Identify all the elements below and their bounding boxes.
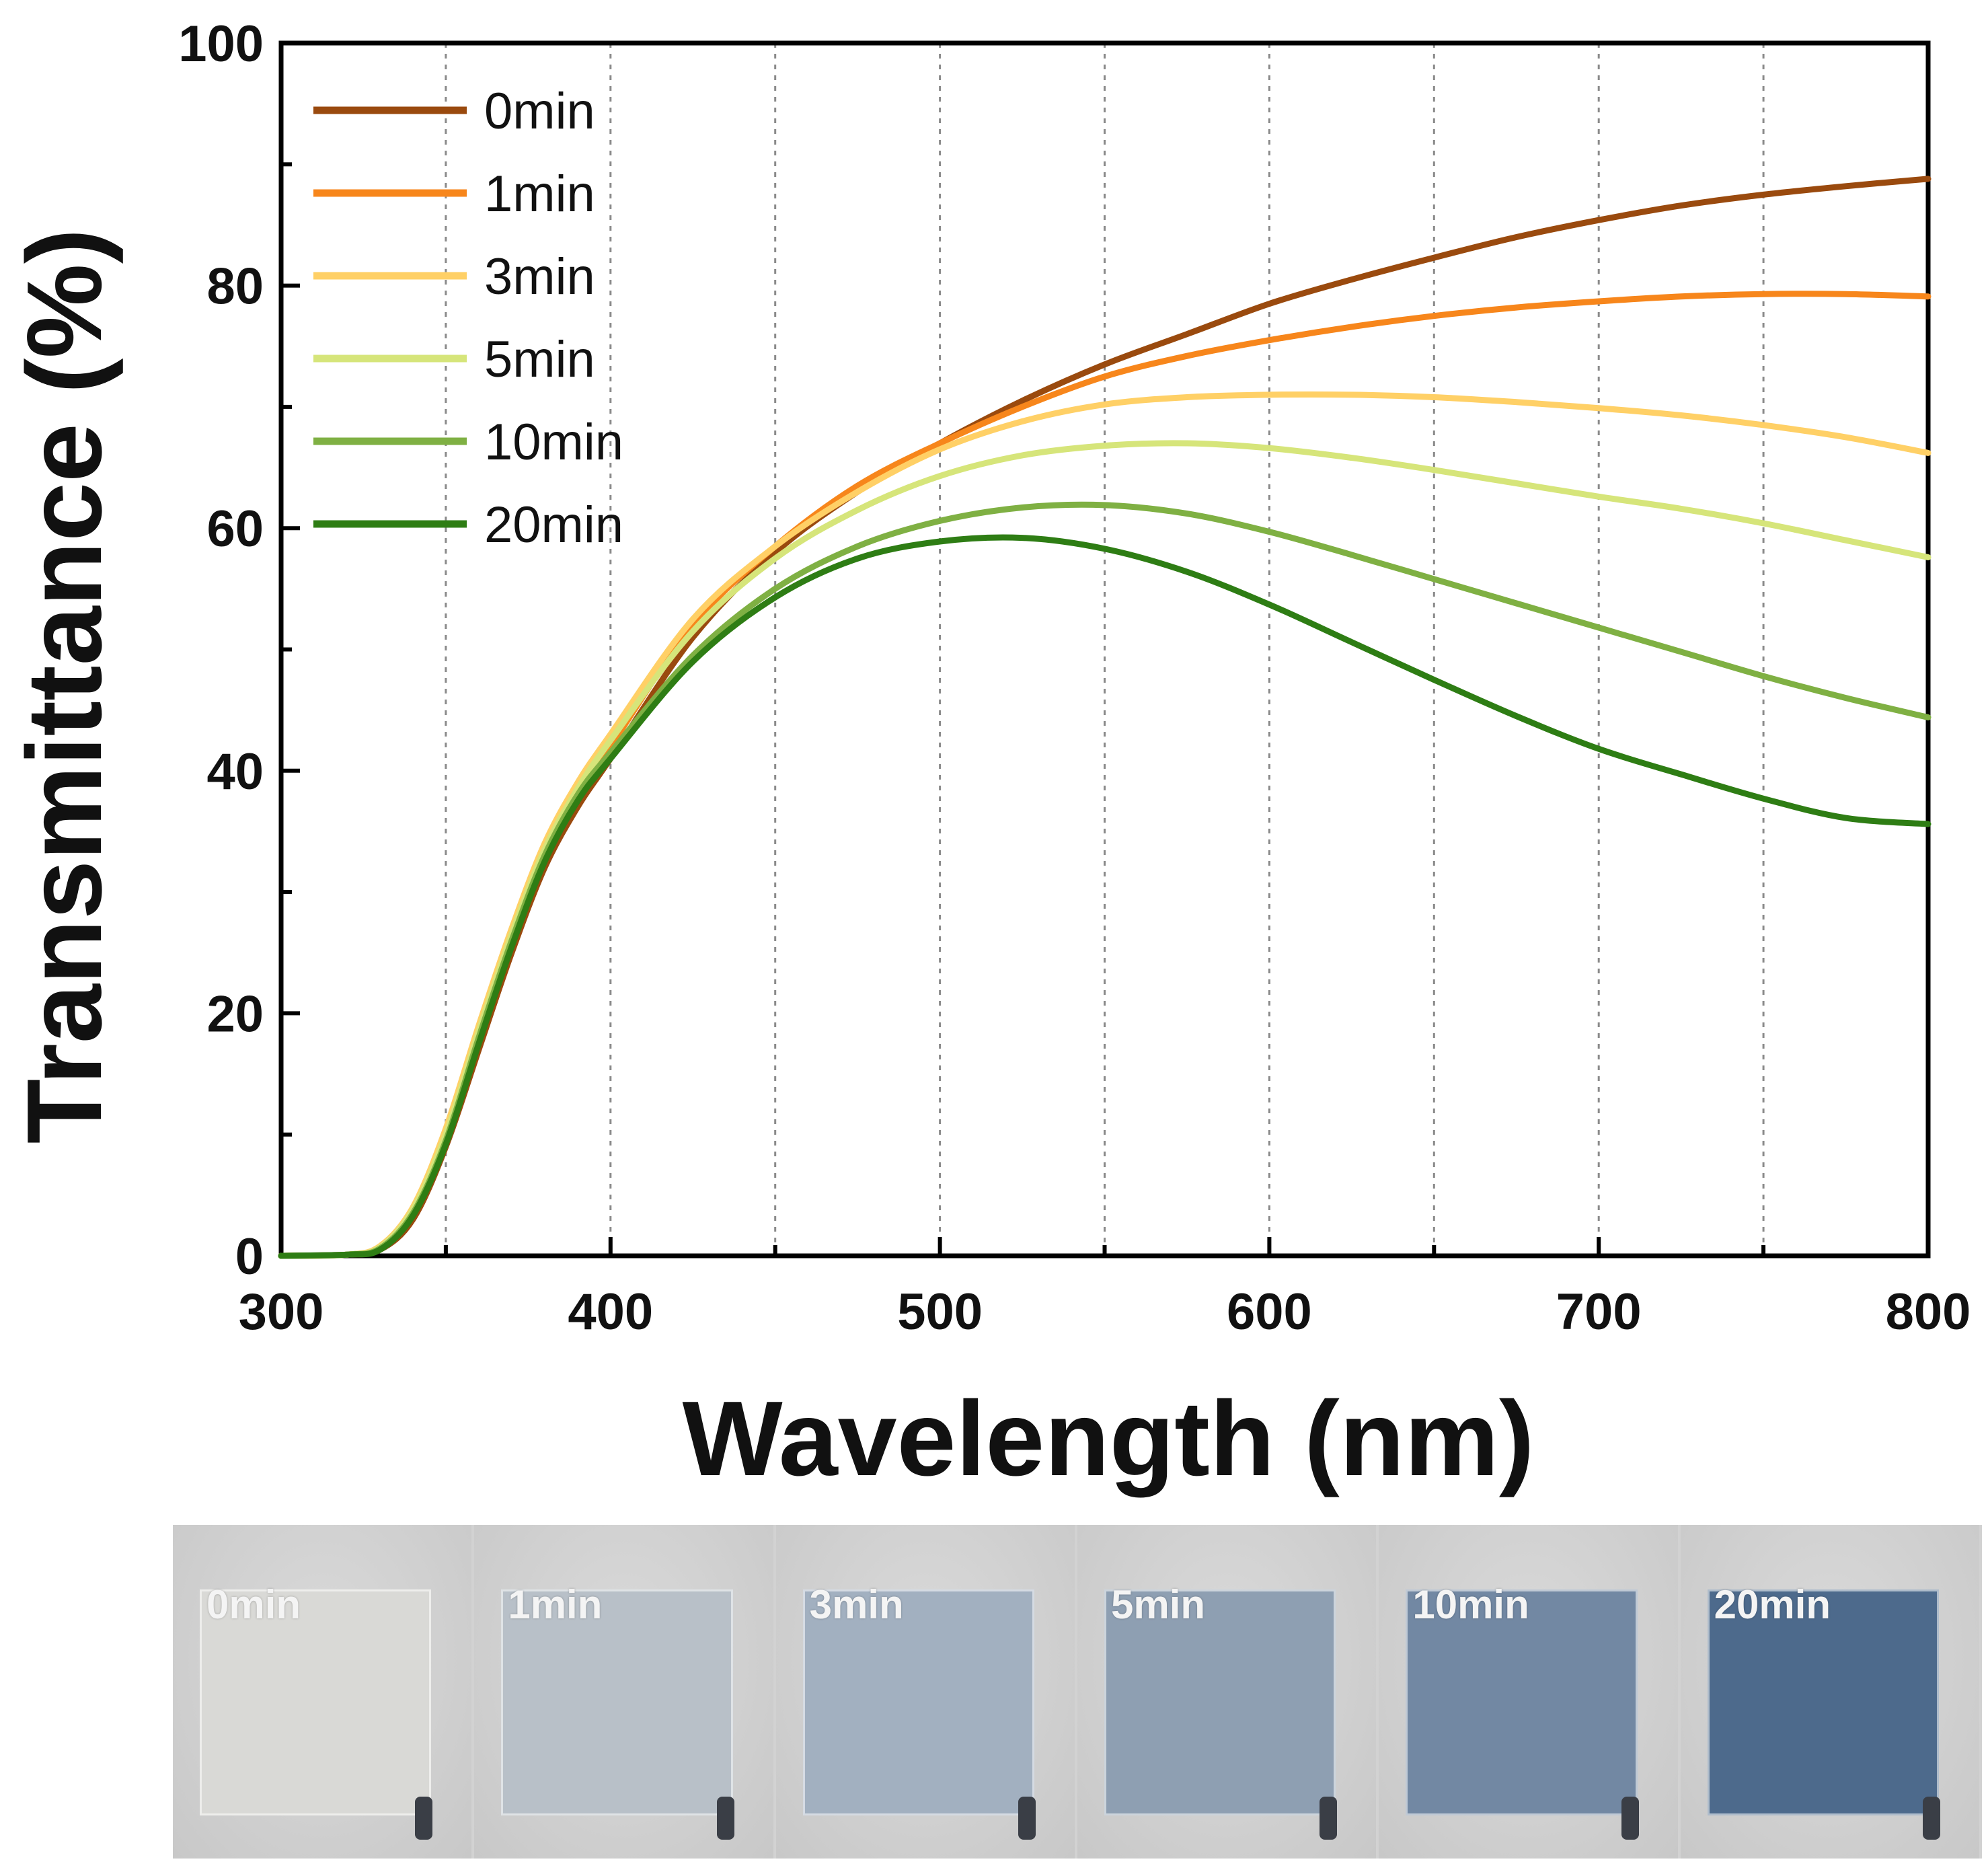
sample-film [1707,1589,1939,1815]
x-tick-label-300: 300 [239,1283,324,1341]
legend: 0min 1min 3min 5min 10min 20min [313,83,623,554]
sample-photo-label: 0min [206,1582,301,1627]
legend-label-3min: 3min [484,248,595,305]
x-axis-title: Wavelength (nm) [683,1380,1535,1498]
sample-photo-10min: 10min [1379,1525,1678,1859]
y-tick-label-20: 20 [206,985,264,1043]
y-tick-label-60: 60 [206,500,264,558]
sample-photo-label: 1min [508,1582,603,1627]
series-lines [278,176,1932,1259]
y-tick-label-40: 40 [206,743,264,800]
clip-marker [1621,1797,1639,1840]
y-tick-label-80: 80 [206,258,264,315]
x-tick-label-800: 800 [1886,1283,1971,1341]
sample-photo-20min: 20min [1680,1525,1979,1859]
sample-photo-label: 10min [1412,1582,1529,1627]
sample-photo-0min: 0min [173,1525,472,1859]
clip-marker [1018,1797,1036,1840]
sample-film [802,1589,1034,1815]
legend-label-1min: 1min [484,165,595,223]
legend-label-10min: 10min [484,414,623,471]
legend-label-20min: 20min [484,496,623,554]
x-tick-label-400: 400 [568,1283,653,1341]
legend-label-0min: 0min [484,83,595,140]
y-tick-label-0: 0 [235,1228,264,1285]
sample-photo-3min: 3min [775,1525,1075,1859]
legend-label-5min: 5min [484,331,595,388]
x-tick-label-500: 500 [897,1283,983,1341]
y-axis-title: Transmittance (%) [5,229,124,1144]
x-tick-label-700: 700 [1556,1283,1642,1341]
sample-film [200,1589,432,1815]
tick-labels: 300 400 500 600 700 800 0 20 40 60 80 100 [178,15,1971,1341]
sample-photo-label: 5min [1111,1582,1206,1627]
sample-photo-1min: 1min [474,1525,773,1859]
sample-film [501,1589,733,1815]
sample-film [1406,1589,1638,1815]
series-line-20min [278,534,1932,1259]
sample-film [1104,1589,1336,1815]
clip-marker [1922,1797,1940,1840]
axes [278,40,1931,1259]
clip-marker [415,1797,433,1840]
sample-photo-5min: 5min [1077,1525,1377,1859]
clip-marker [716,1797,734,1840]
sample-photo-label: 3min [809,1582,904,1627]
clip-marker [1320,1797,1338,1840]
sample-photo-label: 20min [1714,1582,1831,1627]
x-tick-label-600: 600 [1227,1283,1312,1341]
y-tick-label-100: 100 [178,15,264,73]
grid-lines [445,43,1765,1256]
sample-photo-strip: 0min 1min 3min 5min 10min 20min [173,1525,1982,1859]
